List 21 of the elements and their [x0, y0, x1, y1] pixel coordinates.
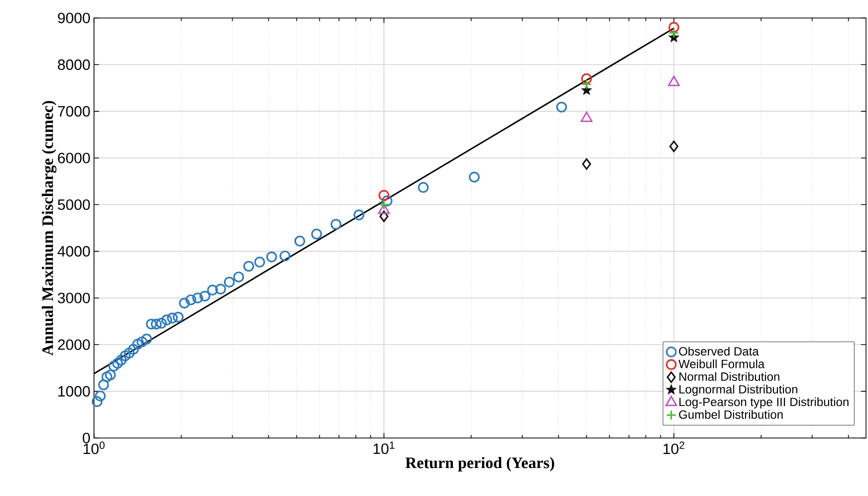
- legend-label: Weibull Formula: [678, 359, 765, 368]
- legend-label: Normal Distribution: [679, 372, 780, 381]
- y-tick-label: 2000: [58, 339, 90, 350]
- y-axis-title: Annual Maximum Discharge (cumec): [42, 100, 56, 356]
- y-tick-label: 9000: [58, 12, 90, 24]
- y-tick-label: 4000: [58, 246, 90, 257]
- x-tick-label: 10$^{1}$: [374, 442, 394, 454]
- x-tick-label: 10$^{0}$: [84, 442, 105, 454]
- y-tick-label: 3000: [58, 292, 90, 304]
- y-tick-label: 5000: [58, 199, 90, 210]
- legend-label: Observed Data: [679, 346, 759, 356]
- y-tick-label: 8000: [58, 59, 90, 70]
- y-tick-label: 0: [82, 432, 90, 444]
- y-tick-label: 6000: [58, 152, 90, 164]
- y-tick-label: 7000: [58, 106, 90, 117]
- legend-label: Gumbel Distribution: [679, 410, 783, 419]
- x-axis-title: Return period (Years): [405, 457, 554, 472]
- x-tick-label: 10$^{2}$: [664, 442, 684, 454]
- legend-label: Log-Pearson type III Distribution: [679, 397, 848, 409]
- legend-label: Lognormal Distribution: [679, 384, 798, 396]
- y-tick-label: 1000: [58, 386, 90, 397]
